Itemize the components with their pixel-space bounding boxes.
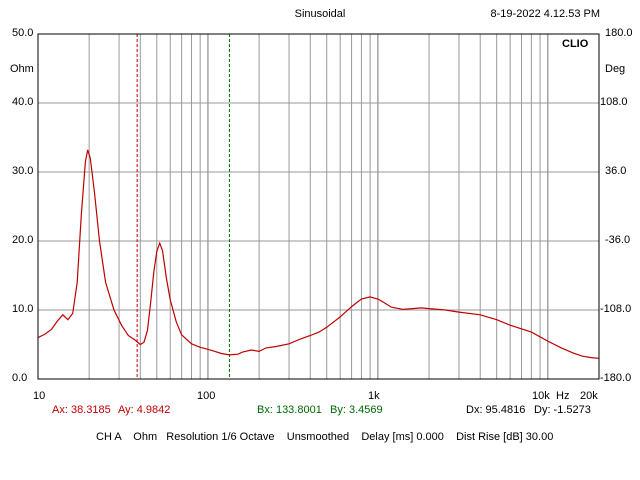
grid-major <box>37 34 599 379</box>
y-axis-unit: Ohm <box>10 63 34 75</box>
cursor-markers <box>136 34 230 379</box>
y2-tick-0: -180.0 <box>600 372 632 384</box>
grid-minor <box>88 34 600 379</box>
cursor-b-y: By: 3.4569 <box>330 404 383 416</box>
x-tick-2: 1k <box>368 390 380 402</box>
x-axis-unit: Hz <box>556 390 570 402</box>
x-tick-0: 10 <box>33 390 46 402</box>
y-tick-5: 50.0 <box>12 27 34 39</box>
measurement-mode: Sinusoidal <box>294 8 346 20</box>
cursor-a-x: Ax: 38.3185 <box>52 404 111 416</box>
y2-axis-unit: Deg <box>605 63 626 75</box>
y-tick-0: 0.0 <box>12 372 28 384</box>
y-tick-4: 40.0 <box>12 96 34 108</box>
measurement-settings: CH A Ohm Resolution 1/6 Octave Unsmoothe… <box>96 431 554 443</box>
timestamp: 8-19-2022 4.12.53 PM <box>490 8 600 20</box>
y2-tick-2: -36.0 <box>605 234 631 246</box>
plot-frame <box>37 33 600 380</box>
x-tick-1: 100 <box>197 390 216 402</box>
y-tick-1: 10.0 <box>12 303 34 315</box>
cursor-a-y: Ay: 4.9842 <box>118 404 171 416</box>
cursor-delta-x: Dx: 95.4816 <box>466 404 526 416</box>
cursor-delta-y: Dy: -1.5273 <box>534 404 591 416</box>
x-tick-3: 10k <box>532 390 550 402</box>
x-tick-4: 20k <box>580 390 598 402</box>
y2-tick-5: 180.0 <box>605 27 633 39</box>
cursor-b-x: Bx: 133.8001 <box>257 404 322 416</box>
y2-tick-1: -108.0 <box>600 303 632 315</box>
y-tick-2: 20.0 <box>12 234 34 246</box>
y2-tick-3: 36.0 <box>605 165 627 177</box>
impedance-curve <box>37 149 600 359</box>
brand-label: CLIO <box>562 38 589 50</box>
y-tick-3: 30.0 <box>12 165 34 177</box>
y2-tick-4: 108.0 <box>600 96 628 108</box>
